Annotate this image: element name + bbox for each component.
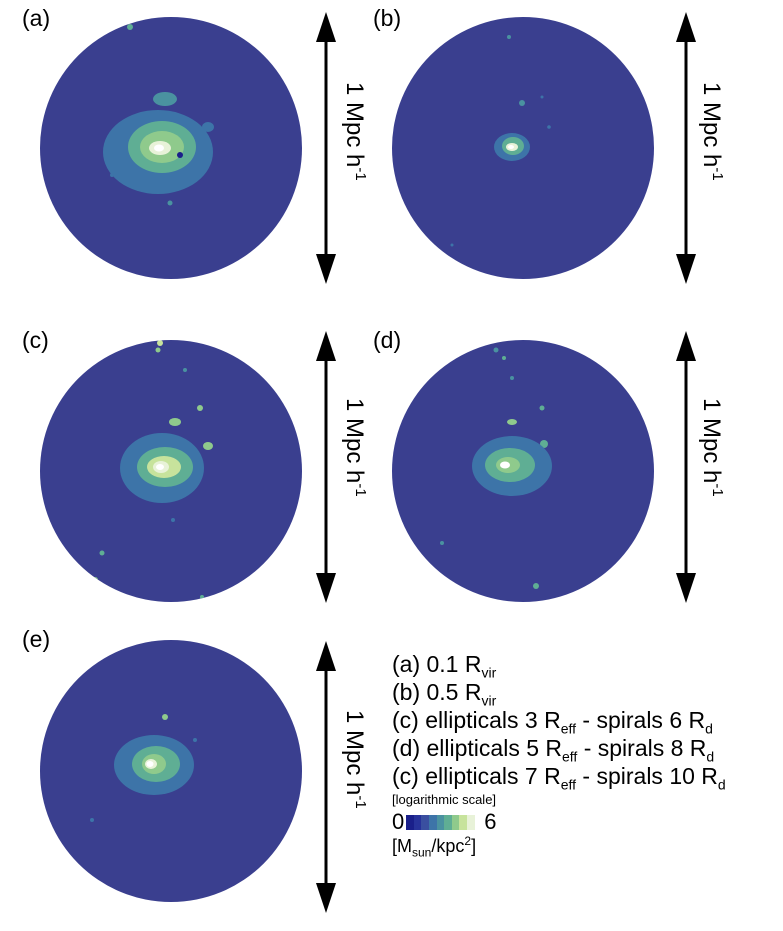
colorbar-max: 6 [484, 809, 497, 834]
colorbar-swatch [459, 814, 467, 830]
scale-label-e: 1 Mpc h-1 [341, 710, 369, 809]
panel-label-a: (a) [22, 5, 51, 31]
panel-label-e: (e) [22, 626, 51, 652]
density-map-e [40, 640, 302, 902]
colorbar-swatch [429, 814, 437, 830]
scale-arrow-b [676, 12, 696, 284]
colorbar-swatch [451, 814, 460, 830]
density-map-a [40, 17, 302, 279]
legend-item-b: (b) 0.5 Rvir [392, 679, 497, 709]
colorbar-gradient [406, 814, 483, 830]
colorbar-swatch [444, 814, 452, 830]
legend-item-e: (c) ellipticals 7 Reff - spirals 10 Rd [392, 763, 726, 793]
scale-arrow-c [316, 331, 336, 603]
scale-arrow-a [316, 12, 336, 284]
colorbar-min: 0 [392, 809, 405, 834]
panel-label-c: (c) [22, 327, 49, 353]
legend: (a) 0.1 Rvir (b) 0.5 Rvir (c) elliptical… [392, 650, 726, 793]
legend-item-a: (a) 0.1 Rvir [392, 651, 497, 681]
scale-label-a: 1 Mpc h-1 [341, 82, 369, 181]
legend-item-c: (c) ellipticals 3 Reff - spirals 6 Rd [392, 707, 713, 737]
scale-arrow-d [676, 331, 696, 603]
colorbar-swatch [467, 814, 475, 830]
colorbar-swatch [474, 814, 483, 830]
panel-label-b: (b) [373, 5, 402, 31]
legend-item-d: (d) ellipticals 5 Reff - spirals 8 Rd [392, 735, 715, 765]
density-map-b [392, 17, 654, 279]
density-map-d [392, 340, 654, 602]
colorbar-swatch [406, 814, 414, 830]
density-map-c [40, 340, 302, 602]
scale-label-c: 1 Mpc h-1 [341, 398, 369, 497]
colorbar-swatch [436, 814, 445, 830]
colorbar-swatch [421, 814, 430, 830]
colorbar-units: [Msun/kpc2] [392, 834, 477, 860]
colorbar: [logarithmic scale] 0 6 [Msun/kpc2] [392, 792, 522, 860]
colorbar-swatch [413, 814, 422, 830]
scale-arrow-e [316, 641, 336, 913]
scale-label-d: 1 Mpc h-1 [698, 398, 726, 497]
scale-label-b: 1 Mpc h-1 [698, 82, 726, 181]
panel-label-d: (d) [373, 327, 402, 353]
colorbar-title: [logarithmic scale] [392, 792, 497, 807]
